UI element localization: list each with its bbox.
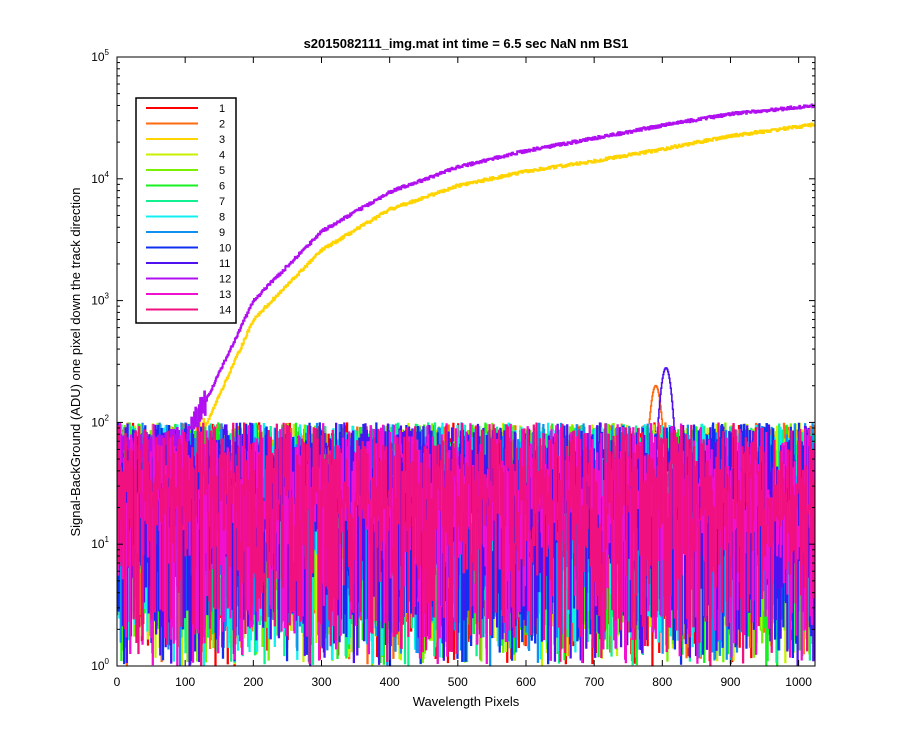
series-line-14 (117, 422, 815, 666)
legend-entry-label: 14 (219, 305, 231, 317)
x-tick-label: 800 (652, 675, 672, 689)
legend-entry-label: 1 (219, 103, 225, 115)
y-tick-label: 103 (91, 292, 109, 308)
series-layer (117, 103, 815, 666)
legend-entry-label: 13 (219, 289, 231, 301)
y-tick-label: 100 (91, 657, 109, 673)
legend-entry-label: 3 (219, 134, 225, 146)
legend-entry-label: 12 (219, 274, 231, 286)
plot-area-frame (116, 56, 816, 667)
y-tick-label: 105 (91, 48, 109, 64)
x-tick-label: 900 (720, 675, 740, 689)
x-tick-label: 300 (311, 675, 331, 689)
legend-entry-label: 10 (219, 243, 231, 255)
legend-entry-label: 7 (219, 196, 225, 208)
x-tick-label: 1000 (785, 675, 812, 689)
x-tick-label: 700 (584, 675, 604, 689)
x-axis-label: Wavelength Pixels (413, 694, 520, 709)
series-line-3 (117, 122, 815, 464)
x-tick-label: 600 (516, 675, 536, 689)
legend-entry-label: 6 (219, 181, 225, 193)
x-tick-label: 400 (380, 675, 400, 689)
legend-entry-label: 9 (219, 227, 225, 239)
x-tick-label: 500 (448, 675, 468, 689)
y-tick-label: 104 (91, 170, 109, 186)
x-axis: 0 100 200 300 400 500 600 700 800 900 1000 (114, 57, 812, 689)
legend-entry-label: 4 (219, 150, 225, 162)
y-tick-label: 102 (91, 413, 109, 429)
chart-title: s2015082111_img.mat int time = 6.5 sec N… (304, 36, 629, 51)
x-tick-label: 100 (175, 675, 195, 689)
legend-box (135, 97, 237, 324)
x-tick-label: 0 (114, 675, 121, 689)
x-tick-label: 200 (243, 675, 263, 689)
legend-entry-label: 2 (219, 119, 225, 131)
y-tick-label: 101 (91, 535, 109, 551)
legend-entry-label: 5 (219, 165, 225, 177)
y-axis-label: Signal-BackGround (ADU) one pixel down t… (68, 187, 83, 536)
legend-entry-label: 8 (219, 212, 225, 224)
series-line-12 (117, 103, 815, 466)
legend-entry-label: 11 (219, 258, 230, 270)
